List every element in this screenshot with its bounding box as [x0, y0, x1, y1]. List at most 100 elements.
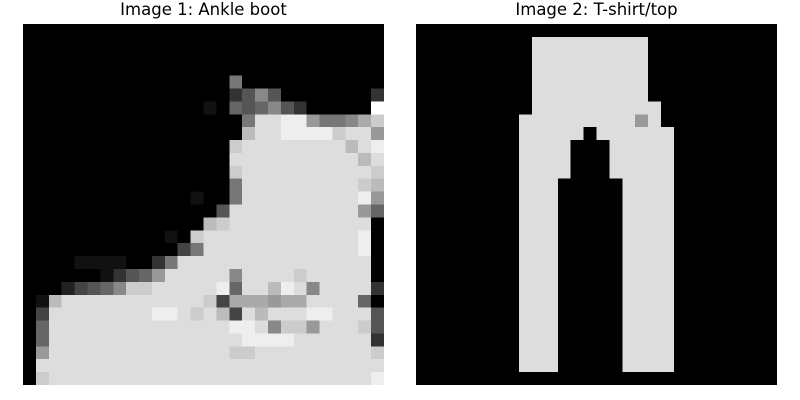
image-2-pixel — [570, 127, 584, 141]
image-1-pixel — [332, 140, 346, 153]
image-2-pixel — [635, 49, 649, 63]
image-1-pixel — [229, 140, 243, 153]
image-1-pixel — [332, 333, 346, 347]
image-1-pixel — [242, 217, 256, 231]
image-2-pixel — [596, 49, 610, 63]
image-1-pixel — [229, 88, 243, 102]
image-2-pixel — [544, 114, 558, 128]
image-1-pixel — [164, 346, 178, 360]
image-2-pixel — [635, 114, 649, 128]
image-2-pixel — [532, 333, 545, 347]
image-1-pixel — [229, 281, 243, 295]
image-1-pixel — [371, 191, 384, 205]
image-1-pixel — [319, 268, 333, 282]
image-1-pixel — [242, 294, 256, 308]
image-1-pixel — [306, 217, 320, 231]
image-1-pixel — [35, 359, 49, 373]
image-1-pixel — [255, 307, 268, 321]
image-1-pixel — [306, 320, 320, 334]
image-2-pixel — [622, 294, 636, 308]
image-1-pixel — [306, 256, 320, 269]
image-2-pixel — [635, 36, 649, 50]
image-1-pixel — [48, 372, 62, 385]
image-1-pixel — [267, 281, 281, 295]
image-2-pixel — [519, 243, 533, 257]
image-1-pixel — [126, 281, 140, 295]
image-2-pixel — [583, 49, 597, 63]
image-2-pixel — [544, 346, 558, 360]
image-1-pixel — [255, 268, 268, 282]
image-2-pixel — [596, 36, 610, 50]
image-2-pixel — [544, 320, 558, 334]
image-2-pixel — [648, 101, 661, 115]
image-1-pixel — [190, 333, 204, 347]
image-2-pixel — [648, 281, 661, 295]
image-1-pixel — [113, 320, 127, 334]
image-2-pixel — [635, 359, 649, 373]
image-2-pixel — [544, 243, 558, 257]
image-2-pixel — [583, 114, 597, 128]
image-2-pixel — [544, 36, 558, 50]
image-1-pixel — [345, 152, 359, 166]
image-1-pixel — [332, 307, 346, 321]
image-1-pixel — [306, 178, 320, 192]
image-1-pixel — [74, 307, 88, 321]
image-2-pixel — [596, 88, 610, 102]
image-1-pixel — [74, 294, 88, 308]
image-1-pixel — [306, 294, 320, 308]
image-1-pixel — [113, 307, 127, 321]
image-1-pixel — [190, 256, 204, 269]
image-1-pixel — [242, 101, 256, 115]
image-2-pixel — [648, 230, 661, 244]
image-1-pixel — [319, 204, 333, 218]
image-2-pixel — [519, 256, 533, 269]
image-2-pixel — [635, 140, 649, 153]
image-2-pixel — [622, 320, 636, 334]
image-1-pixel — [332, 178, 346, 192]
image-2-pixel — [519, 281, 533, 295]
image-1-pixel — [87, 281, 101, 295]
image-1-pixel — [293, 243, 307, 257]
image-1-pixel — [358, 294, 372, 308]
image-2-pixel — [622, 230, 636, 244]
image-1-pixel — [319, 359, 333, 373]
image-2-pixel — [544, 127, 558, 141]
image-1-pixel — [267, 88, 281, 102]
image-2-pixel — [544, 256, 558, 269]
image-1-pixel — [255, 294, 268, 308]
image-1-pixel — [267, 165, 281, 179]
image-2-pixel — [532, 114, 545, 128]
image-1-pixel — [319, 333, 333, 347]
image-2-pixel — [596, 114, 610, 128]
image-1-pixel — [229, 333, 243, 347]
image-1-pixel — [371, 88, 384, 102]
image-1-pixel — [216, 372, 230, 385]
image-2-pixel — [596, 127, 610, 141]
image-1-pixel — [242, 307, 256, 321]
image-1-pixel — [345, 268, 359, 282]
image-1-pixel — [74, 359, 88, 373]
image-1-pixel — [319, 114, 333, 128]
image-1-pixel — [319, 281, 333, 295]
image-1-pixel — [267, 101, 281, 115]
image-1-pixel — [267, 268, 281, 282]
image-1-pixel — [229, 268, 243, 282]
image-2-pixel — [660, 191, 674, 205]
image-2-pixel — [648, 127, 661, 141]
image-1-pixel — [371, 346, 384, 360]
image-1-pixel — [293, 165, 307, 179]
image-1-pixel — [319, 178, 333, 192]
image-2-pixel — [557, 75, 571, 89]
image-2-pixel — [519, 127, 533, 141]
image-2-pixel — [532, 178, 545, 192]
image-1-pixel — [358, 268, 372, 282]
image-1-pixel — [358, 152, 372, 166]
image-1-pixel — [319, 346, 333, 360]
image-2-pixel — [622, 140, 636, 153]
image-2-pixel — [648, 307, 661, 321]
image-1-pixel — [164, 359, 178, 373]
image-2-pixel — [635, 88, 649, 102]
image-1-pixel — [100, 346, 114, 360]
image-1-pixel — [126, 320, 140, 334]
image-1-pixel — [61, 372, 75, 385]
